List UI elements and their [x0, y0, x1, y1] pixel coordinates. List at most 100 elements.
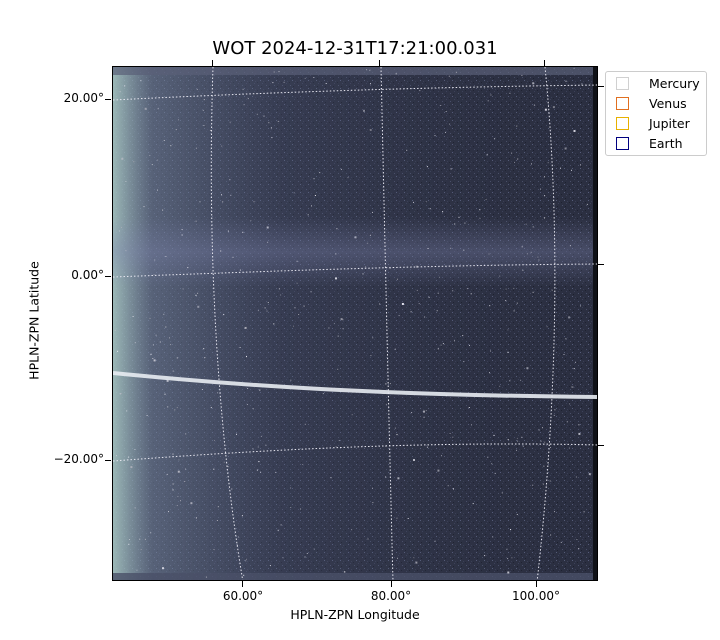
star: [213, 468, 215, 470]
star: [259, 389, 261, 391]
star: [140, 549, 142, 551]
xtick-mark-100: [536, 581, 537, 587]
legend-label-jupiter: Jupiter: [649, 115, 690, 131]
star: [543, 465, 545, 467]
star: [221, 145, 223, 147]
star: [342, 328, 344, 330]
star: [229, 179, 231, 181]
star: [507, 558, 509, 560]
star: [152, 344, 154, 346]
star: [351, 529, 353, 531]
star: [450, 168, 452, 170]
star: [538, 259, 540, 261]
star: [369, 69, 371, 71]
star: [439, 276, 440, 278]
star: [167, 406, 169, 408]
star: [505, 300, 507, 302]
star: [151, 164, 153, 166]
star: [293, 325, 294, 327]
star: [282, 557, 284, 559]
star: [170, 145, 172, 147]
star: [328, 327, 330, 329]
star: [370, 83, 371, 85]
legend-item-mercury: Mercury: [616, 75, 700, 91]
star: [290, 487, 292, 489]
ytick-label-m20: −20.00°: [53, 452, 104, 466]
star: [449, 433, 451, 434]
star: [418, 303, 420, 305]
star: [442, 343, 444, 345]
star: [159, 341, 161, 343]
star: [493, 434, 495, 436]
star: [532, 226, 534, 228]
ytick-label-0: 0.00°: [71, 268, 104, 282]
star: [311, 205, 312, 207]
star: [526, 367, 529, 370]
star: [243, 574, 245, 576]
star: [468, 407, 470, 408]
star: [514, 161, 515, 163]
star: [221, 194, 222, 196]
star: [136, 569, 138, 571]
star: [426, 166, 428, 168]
star: [455, 71, 457, 73]
star: [565, 338, 567, 340]
star: [580, 305, 581, 307]
star: [415, 265, 418, 268]
star: [140, 80, 142, 82]
star: [300, 508, 301, 510]
star: [257, 446, 259, 448]
star: [568, 316, 571, 319]
star: [369, 234, 371, 236]
sky-right-edge: [593, 67, 597, 580]
star: [520, 379, 522, 381]
star: [217, 506, 219, 508]
star: [487, 100, 489, 102]
star: [204, 357, 206, 359]
star: [551, 289, 553, 291]
star: [578, 424, 580, 426]
star: [580, 164, 581, 166]
star: [117, 350, 119, 352]
star: [544, 176, 545, 178]
star: [489, 372, 490, 374]
star: [491, 463, 493, 465]
star: [217, 392, 219, 394]
star: [139, 538, 141, 540]
star: [267, 241, 269, 243]
star: [203, 125, 205, 126]
star: [237, 544, 238, 546]
star: [336, 228, 338, 230]
star: [125, 250, 127, 252]
legend-swatch-jupiter: [616, 116, 629, 130]
star: [532, 82, 535, 85]
star: [256, 113, 258, 115]
star: [517, 440, 519, 442]
star: [396, 434, 398, 436]
star: [571, 169, 572, 171]
star: [426, 446, 428, 448]
star: [397, 557, 398, 559]
star: [162, 567, 164, 570]
xtick-label-100: 100.00°: [512, 589, 560, 603]
star: [437, 469, 440, 472]
star: [134, 507, 136, 509]
star: [521, 74, 523, 76]
star: [144, 538, 146, 540]
star: [272, 82, 274, 84]
star: [436, 310, 438, 312]
star: [266, 310, 268, 312]
star: [260, 435, 262, 437]
star: [367, 538, 369, 540]
sky-band-glow: [113, 217, 597, 287]
star: [120, 393, 122, 395]
star: [410, 311, 412, 313]
star: [337, 335, 339, 337]
star: [195, 147, 197, 149]
star: [372, 487, 373, 489]
star: [425, 201, 427, 203]
star: [177, 470, 180, 473]
star: [560, 541, 562, 543]
star: [447, 485, 449, 487]
star: [252, 448, 254, 450]
